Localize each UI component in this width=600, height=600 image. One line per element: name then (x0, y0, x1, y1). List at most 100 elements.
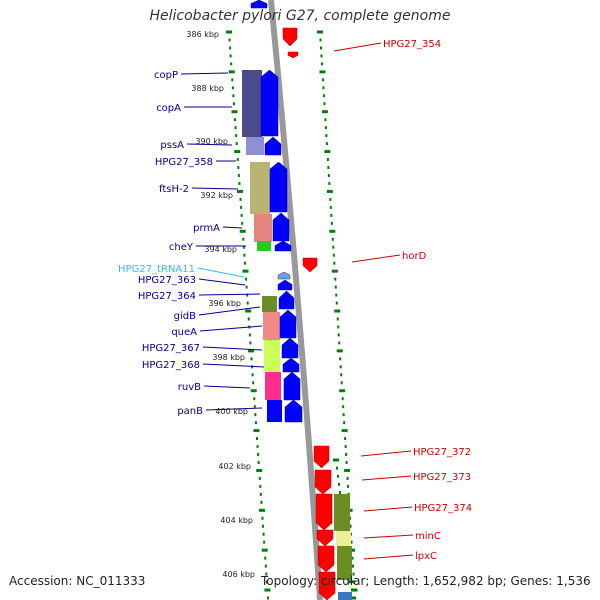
right-tick (319, 70, 326, 74)
minus-gene-label: HPG27_374 (414, 503, 472, 514)
left-tick (235, 134, 238, 138)
left-tick (267, 596, 269, 600)
plus-gene-leader (205, 407, 263, 411)
left-tick (237, 173, 240, 177)
left-tick (228, 38, 231, 42)
middle-tick (348, 580, 354, 584)
feature-bar (337, 546, 352, 580)
minus-gene-label: lpxC (415, 551, 437, 562)
backbone-line (268, 0, 323, 600)
right-tick (330, 213, 333, 217)
right-tick (341, 397, 344, 401)
minus-gene-leader (333, 42, 382, 52)
minus-gene-arrow (317, 545, 335, 573)
left-tick (245, 285, 248, 289)
plus-gene-leader (202, 363, 265, 368)
right-tick (324, 118, 327, 122)
left-tick (248, 333, 251, 337)
kbp-label: 406 kbp (222, 570, 255, 579)
right-tick (347, 484, 350, 488)
feature-bar (336, 531, 351, 546)
right-tick (328, 181, 331, 185)
right-tick (334, 277, 337, 281)
minus-gene-leader (363, 506, 413, 512)
left-tick (234, 126, 237, 130)
minus-gene-leader (360, 450, 412, 457)
middle-tick (336, 466, 338, 470)
right-tick (333, 261, 336, 265)
plus-gene-label: prmA (193, 223, 220, 234)
left-tick (242, 245, 245, 249)
left-tick (265, 572, 268, 576)
left-tick (238, 181, 241, 185)
right-tick (324, 126, 327, 130)
plus-gene-arrow (272, 212, 290, 242)
left-tick (247, 349, 254, 353)
right-tick (334, 285, 337, 289)
feature-bar (264, 340, 280, 372)
left-tick (230, 62, 233, 66)
kbp-label: 386 kbp (186, 30, 219, 39)
right-tick (325, 142, 328, 146)
left-tick (242, 237, 245, 241)
minus-gene-leader (361, 475, 412, 481)
right-tick (334, 309, 341, 313)
left-tick (264, 556, 267, 560)
left-tick (232, 102, 235, 106)
right-tick (341, 429, 348, 433)
left-tick (250, 389, 257, 393)
right-tick (337, 333, 340, 337)
right-tick (339, 389, 346, 393)
right-tick (322, 86, 325, 90)
left-tick (229, 54, 232, 58)
left-tick (234, 150, 241, 154)
feature-bar (267, 400, 282, 422)
trna-leader (197, 267, 245, 278)
feature-bar (257, 241, 271, 251)
minus-gene-arrow (302, 257, 318, 273)
plus-gene-label: HPG27_358 (155, 157, 213, 168)
right-tick (350, 532, 353, 536)
minus-gene-arrow (316, 529, 334, 547)
right-tick (339, 365, 342, 369)
plus-gene-arrow (278, 290, 295, 310)
left-tick (252, 381, 255, 385)
right-tick (320, 54, 323, 58)
left-tick (257, 453, 260, 457)
middle-tick (339, 490, 341, 494)
right-tick (322, 94, 325, 98)
plus-gene-leader (198, 306, 261, 316)
minus-gene-label: HPG27_354 (383, 39, 441, 50)
right-tick (344, 445, 347, 449)
minus-gene-arrow (282, 27, 298, 47)
left-tick (249, 341, 252, 345)
minus-gene-arrow (315, 493, 333, 531)
plus-gene-arrow (277, 279, 293, 291)
plus-gene-label: copP (154, 70, 178, 81)
plus-gene-label: ruvB (178, 382, 201, 393)
right-tick (319, 38, 322, 42)
right-tick (340, 373, 343, 377)
plus-gene-label: copA (156, 103, 181, 114)
feature-bar (263, 312, 280, 340)
right-tick (331, 237, 334, 241)
left-tick (258, 476, 261, 480)
right-tick (326, 158, 329, 162)
left-tick (245, 309, 252, 313)
left-tick (259, 484, 262, 488)
left-tick (236, 189, 243, 193)
plus-gene-label: HPG27_364 (138, 291, 196, 302)
right-tick (344, 437, 347, 441)
left-tick (239, 197, 242, 201)
right-tick (350, 540, 353, 544)
feature-bar (242, 70, 262, 137)
plus-gene-arrow (269, 161, 288, 213)
minus-gene-label: HPG27_372 (413, 447, 471, 458)
plus-gene-leader (191, 187, 239, 190)
plus-gene-arrow (274, 240, 292, 252)
right-tick (349, 524, 352, 528)
right-tick (339, 357, 342, 361)
left-tick (240, 205, 243, 209)
left-tick (232, 94, 235, 98)
trna-arrow (277, 271, 291, 280)
